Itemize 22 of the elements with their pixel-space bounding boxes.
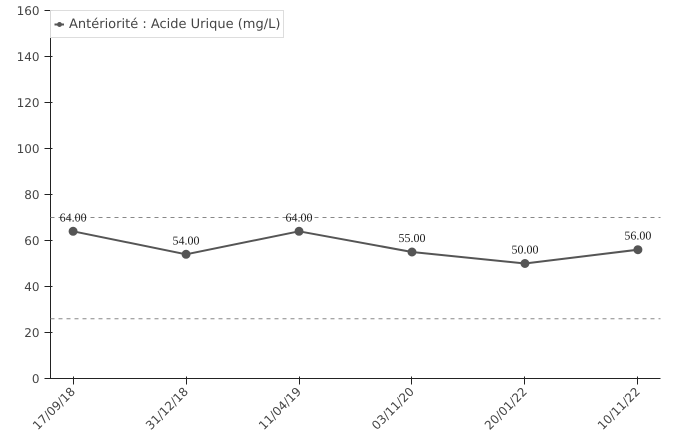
data-label: 64.00 xyxy=(60,210,87,224)
data-label: 50.00 xyxy=(511,242,538,256)
y-tick-label: 100 xyxy=(16,142,40,156)
y-tick-label: 80 xyxy=(24,188,40,202)
data-label: 64.00 xyxy=(286,210,313,224)
y-tick-label: 160 xyxy=(16,4,40,18)
point xyxy=(407,248,416,256)
y-tick-label: 20 xyxy=(24,326,40,340)
point xyxy=(294,226,304,236)
y-tick-label: 40 xyxy=(24,280,40,294)
y-tick-label: 60 xyxy=(24,234,40,248)
legend-label: Antériorité : Acide Urique (mg/L) xyxy=(69,16,280,32)
y-tick-label: 120 xyxy=(16,96,40,110)
data-label: 55.00 xyxy=(398,231,426,245)
y-tick-label: 140 xyxy=(16,50,40,64)
data-label: 54.00 xyxy=(172,233,200,248)
data-label: 56.00 xyxy=(624,228,652,243)
y-tick-label: 0 xyxy=(32,372,40,386)
point xyxy=(633,245,642,254)
point xyxy=(182,250,191,259)
point xyxy=(520,259,530,268)
point xyxy=(68,226,78,236)
